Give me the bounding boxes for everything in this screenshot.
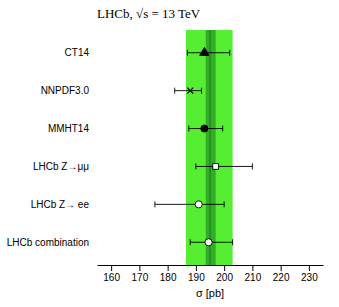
- tick-label: 220: [273, 272, 290, 283]
- tick: 230: [301, 265, 318, 283]
- tick: 180: [160, 265, 177, 283]
- chart: 160 170 180 190 200 210 220 230 CT14 NNPDF3.0 MMHT…: [0, 0, 339, 307]
- error-bar: [189, 126, 223, 132]
- marks: [155, 30, 252, 265]
- tick: LHCb Z→μμ: [33, 161, 89, 172]
- band: [206, 30, 216, 265]
- title: LHCb, √s = 13 TeV: [97, 6, 201, 21]
- point: [205, 239, 212, 246]
- category-label: NNPDF3.0: [41, 85, 90, 96]
- tick-label: 230: [301, 272, 318, 283]
- category-label: LHCb Z→ ee: [31, 199, 90, 210]
- tick-label: 210: [245, 272, 262, 283]
- center-line: [209, 30, 211, 265]
- point: [213, 164, 219, 170]
- tick-mark: [111, 265, 112, 271]
- tick: NNPDF3.0: [41, 85, 90, 96]
- point: [187, 88, 193, 94]
- x-axis: 160 170 180 190 200 210 220 230: [98, 265, 324, 283]
- tick-label: 170: [132, 272, 149, 283]
- category-label: LHCb combination: [7, 237, 89, 248]
- tick-label: 190: [188, 272, 205, 283]
- tick-mark: [252, 265, 253, 271]
- tick: LHCb combination: [7, 237, 89, 248]
- tick: 210: [245, 265, 262, 283]
- tick: LHCb Z→ ee: [31, 199, 90, 210]
- point: [195, 201, 202, 208]
- tick: 190: [188, 265, 205, 283]
- y-axis: CT14 NNPDF3.0 MMHT14 LHCb Z→μμ LHCb Z→ ee LHC…: [7, 47, 90, 248]
- point: [201, 125, 208, 132]
- error-bar: [155, 201, 224, 207]
- band: [186, 30, 233, 265]
- tick-label: 160: [103, 272, 120, 283]
- tick-label: 180: [160, 272, 177, 283]
- tick-mark: [168, 265, 169, 271]
- tick: 200: [216, 265, 233, 283]
- category-label: MMHT14: [48, 123, 90, 134]
- tick: 160: [103, 265, 120, 283]
- tick: 220: [273, 265, 290, 283]
- point: [200, 47, 209, 55]
- error-bar: [175, 88, 202, 94]
- tick-mark: [224, 265, 225, 271]
- x-axis-title: σ [pb]: [196, 287, 224, 299]
- error-bar: [190, 239, 232, 245]
- tick-label: 200: [216, 272, 233, 283]
- tick: 170: [132, 265, 149, 283]
- tick-mark: [309, 265, 310, 271]
- category-label: LHCb Z→μμ: [33, 161, 89, 172]
- tick: CT14: [65, 47, 90, 58]
- category-label: CT14: [65, 47, 90, 58]
- axis-line: [98, 265, 324, 266]
- error-bar: [196, 163, 253, 169]
- tick-mark: [196, 265, 197, 271]
- tick-mark: [281, 265, 282, 271]
- plot: 160 170 180 190 200 210 220 230 CT14 NNPDF3.0 MMHT…: [7, 30, 324, 283]
- tick-mark: [139, 265, 140, 271]
- tick: MMHT14: [48, 123, 90, 134]
